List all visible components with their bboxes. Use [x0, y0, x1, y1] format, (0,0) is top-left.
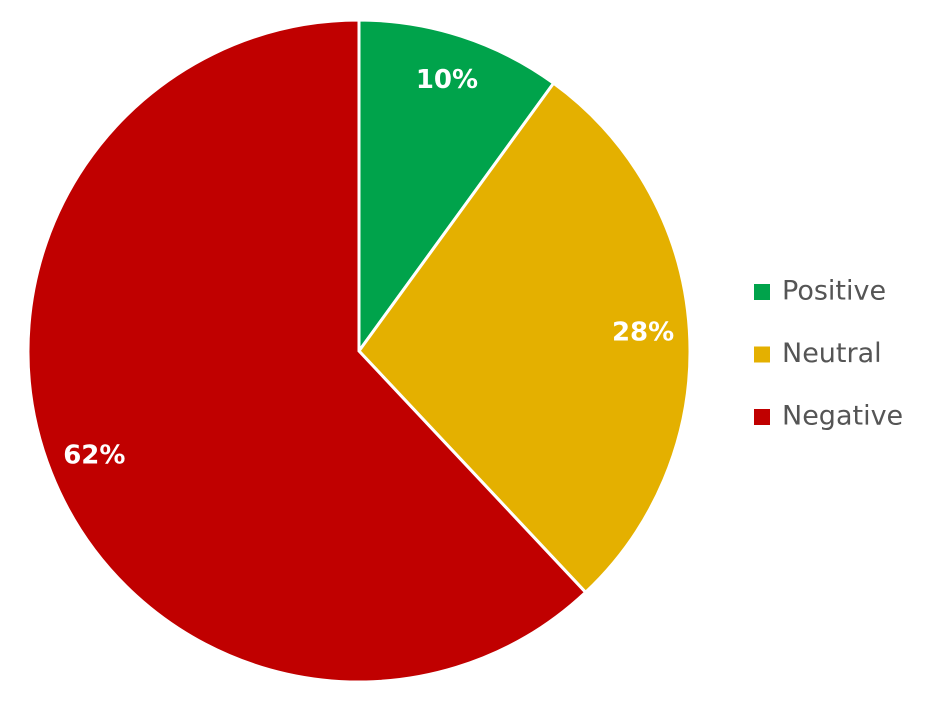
legend-swatch [754, 284, 770, 300]
legend-label: Neutral [782, 338, 882, 369]
pie-slice [26, 18, 588, 684]
data-label: 10% [416, 65, 478, 95]
legend-label: Positive [782, 276, 886, 307]
legend-label: Negative [782, 401, 903, 432]
data-label: 28% [612, 318, 674, 348]
data-label: 62% [63, 440, 125, 470]
legend-swatch [754, 346, 770, 363]
legend-swatch [754, 409, 770, 425]
pie-slice [357, 18, 556, 356]
pie-slice [357, 81, 692, 595]
